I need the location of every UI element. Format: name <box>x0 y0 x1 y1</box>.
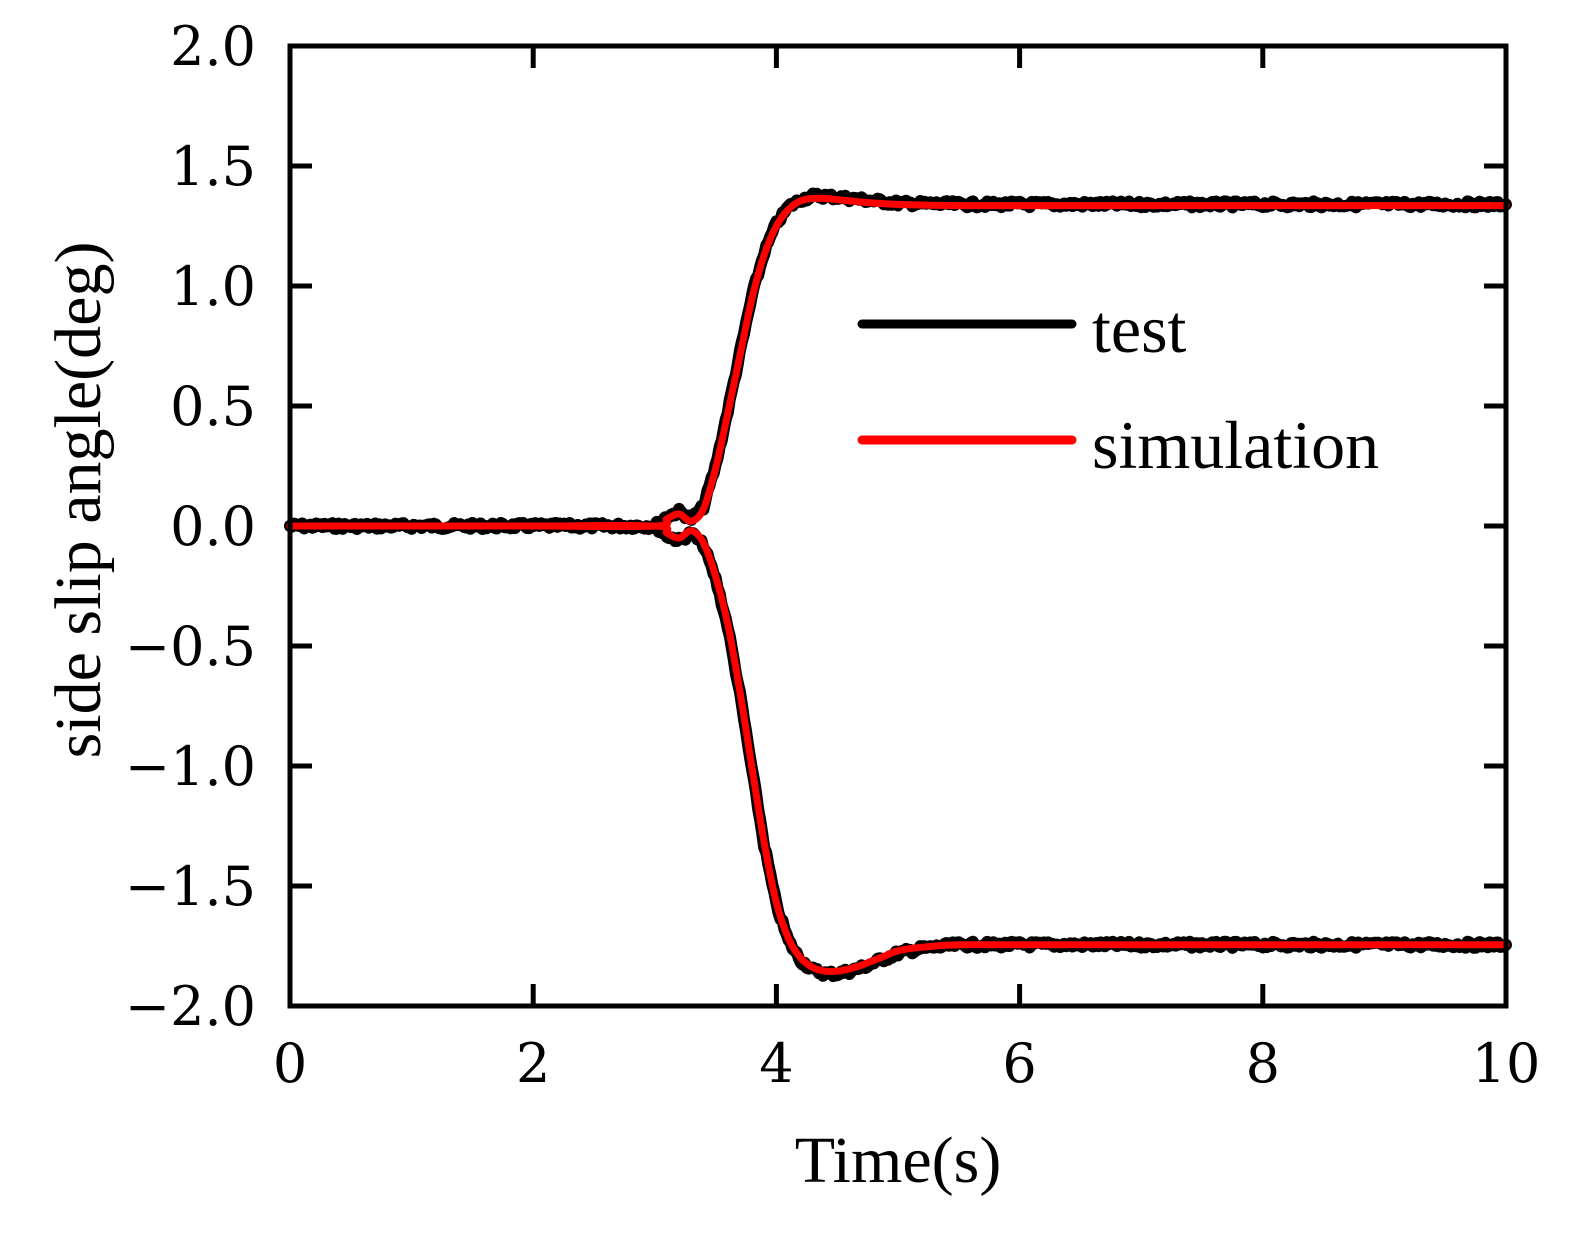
y-tick-label: 2.0 <box>170 15 256 78</box>
series-simulation-line-1 <box>286 521 1510 976</box>
x-axis-title: Time(s) <box>795 1124 1002 1197</box>
series-simulation-line-0 <box>286 194 1510 531</box>
y-tick-label: 1.5 <box>170 135 256 198</box>
legend: test simulation <box>857 291 1379 483</box>
y-tick-label: −0.5 <box>125 615 256 678</box>
lines-layer <box>284 187 1512 983</box>
y-axis-title: side slip angle(deg) <box>42 242 115 759</box>
x-tick-label: 2 <box>516 1032 550 1095</box>
legend-label-test: test <box>1092 291 1187 367</box>
x-tick-label: 4 <box>759 1032 793 1095</box>
x-tick-label: 0 <box>273 1032 307 1095</box>
x-tick-label: 6 <box>1002 1032 1036 1095</box>
y-tick-label: −2.0 <box>125 975 256 1038</box>
x-tick-label: 10 <box>1472 1032 1541 1095</box>
y-tick-label: 0.0 <box>170 495 256 558</box>
y-tick-label: −1.0 <box>125 735 256 798</box>
legend-label-simulation: simulation <box>1092 407 1379 483</box>
y-tick-label: −1.5 <box>125 855 256 918</box>
x-tick-label: 8 <box>1246 1032 1280 1095</box>
plot-frame <box>287 43 1509 1009</box>
labels-layer: 0 2 4 6 8 10 2.0 1.5 1.0 0.5 0.0 −0.5 −1.0 −1.5 −2.0 <box>125 15 1540 1095</box>
y-tick-label: 0.5 <box>170 375 256 438</box>
y-tick-label: 1.0 <box>170 255 256 318</box>
